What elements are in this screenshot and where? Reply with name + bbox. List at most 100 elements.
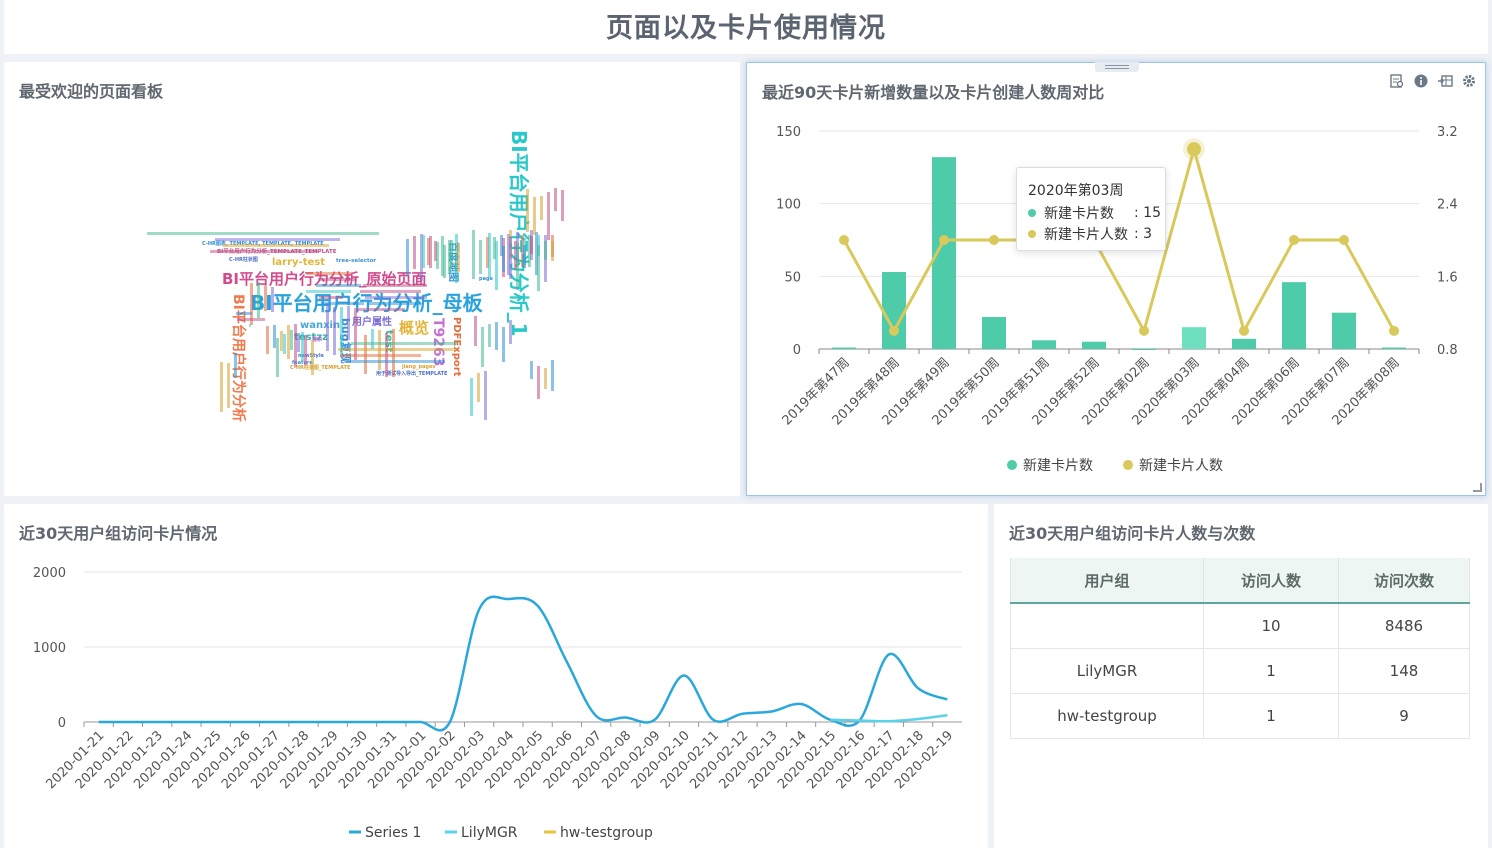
wordcloud-filler: [306, 290, 351, 293]
y-tick-label-left: 50: [784, 270, 801, 285]
tooltip-title: 2020年第03周: [1028, 183, 1124, 199]
wordcloud-filler: [234, 353, 237, 378]
wordcloud-filler: [526, 189, 529, 232]
cell-users: 10: [1203, 602, 1339, 649]
line-point: [889, 325, 899, 336]
wordcloud-filler: [516, 243, 519, 290]
wordcloud-filler: [443, 245, 446, 278]
cell-group: hw-testgroup: [1010, 693, 1204, 739]
settings-icon[interactable]: [1461, 73, 1477, 89]
tooltip-bar-value: : 15: [1134, 205, 1161, 221]
wordcloud-filler: [280, 331, 283, 351]
wordcloud-filler: [479, 240, 482, 274]
line-point: [839, 235, 849, 245]
wordcloud-filler: [249, 324, 251, 327]
group-table: 用户组 访问人数 访问次数 10 8486 LilyMGR 1 148 hw-t…: [1010, 558, 1470, 739]
wordcloud-filler: [540, 196, 543, 220]
group-visits-chart[interactable]: 0100020002020-01-212020-01-222020-01-232…: [4, 504, 988, 848]
cell-visits: 148: [1338, 648, 1470, 694]
legend-label: hw-testgroup: [560, 825, 653, 841]
column-header-visits[interactable]: 访问次数: [1338, 558, 1470, 604]
y-tick-label-left: 100: [776, 198, 801, 213]
y-tick-label-right: 3.2: [1437, 125, 1458, 140]
wordcloud-word: PDFExport: [451, 317, 462, 377]
legend-label: 新建卡片人数: [1139, 458, 1223, 474]
wordcloud-filler: [287, 325, 290, 359]
wordcloud-filler: [392, 329, 395, 377]
drag-handle[interactable]: [1095, 62, 1139, 72]
wordcloud-filler: [413, 236, 416, 269]
cell-users: 1: [1203, 693, 1339, 739]
wordcloud-filler: [360, 290, 421, 293]
table-header-row: 用户组 访问人数 访问次数: [1010, 558, 1470, 604]
wordcloud-word: BI平台用户行为分析_母板: [250, 291, 484, 315]
wordcloud-filler: [427, 238, 430, 265]
wordcloud-word: jiang_pages: [401, 364, 435, 370]
wordcloud-filler: [488, 233, 491, 277]
wordcloud-filler: [351, 342, 458, 345]
wordcloud-filler: [326, 303, 329, 351]
wordcloud-word: 概览: [399, 319, 429, 337]
bar: [1032, 340, 1056, 349]
wordcloud-filler: [333, 307, 336, 355]
series-line: [98, 595, 948, 732]
legend-marker: [1007, 460, 1017, 470]
wordcloud-filler: [363, 284, 427, 287]
line-point: [1139, 325, 1149, 336]
y-tick-label-right: 0.8: [1437, 343, 1458, 358]
wordcloud-filler: [220, 362, 223, 412]
wordcloud-filler: [365, 296, 427, 299]
tooltip-line-value: : 3: [1134, 226, 1153, 242]
wordcloud-filler: [528, 235, 531, 267]
wordcloud-filler: [406, 239, 409, 276]
table-row: LilyMGR 1 148: [1010, 648, 1470, 694]
bar: [1232, 338, 1256, 349]
wordcloud-filler: [283, 334, 286, 354]
weekly-chart-panel[interactable]: 最近90天卡片新增数量以及卡片创建人数周对比 0 50 100 150 0.8 1.6 2.…: [746, 62, 1486, 496]
wordcloud-filler: [472, 230, 475, 279]
wordcloud-filler: [523, 245, 526, 268]
tooltip-line-label: 新建卡片人数: [1044, 227, 1128, 243]
line-point: [989, 235, 999, 245]
wordcloud-filler: [276, 338, 279, 377]
line-point: [1389, 325, 1399, 336]
wordcloud-filler: [521, 235, 524, 267]
legend-label: LilyMGR: [461, 825, 518, 841]
wordcloud-filler: [250, 283, 253, 325]
bar: [882, 271, 906, 349]
wordcloud-filler: [264, 286, 267, 311]
series-line: [830, 714, 948, 723]
data-view-icon[interactable]: [1389, 73, 1405, 89]
wordcloud-word: 用于测试导入导出_TEMPLATE: [375, 370, 448, 377]
series-line: [842, 143, 1396, 335]
wordcloud-filler: [551, 241, 554, 261]
wordcloud-filler: [457, 243, 460, 272]
resize-handle[interactable]: [1473, 483, 1482, 492]
wordcloud-filler: [340, 307, 343, 357]
group-table-title: 近30天用户组访问卡片人数与次数: [1009, 524, 1256, 543]
column-header-group[interactable]: 用户组: [1010, 558, 1204, 604]
cell-group: LilyMGR: [1010, 648, 1204, 694]
wordcloud-filler: [297, 333, 300, 352]
wordcloud-filler: [436, 242, 439, 269]
wordcloud-filler: [481, 327, 484, 367]
weekly-chart[interactable]: 0501001500.81.62.43.22019年第47周2019年第48周2…: [747, 63, 1487, 497]
tooltip-row-line: 新建卡片人数 : 3: [1028, 224, 1152, 244]
wordcloud-word: feature: [292, 360, 313, 366]
wordcloud-filler: [306, 272, 351, 275]
export-icon[interactable]: [1437, 73, 1453, 89]
wordcloud-filler: [273, 325, 276, 348]
column-header-users[interactable]: 访问人数: [1203, 558, 1339, 604]
bar: [982, 317, 1006, 349]
line-point: [1239, 325, 1249, 336]
wordcloud-filler: [311, 340, 314, 375]
legend-marker: [1123, 460, 1133, 470]
wordcloud-filler: [509, 320, 512, 344]
y-tick-label: 0: [58, 716, 66, 731]
wordcloud-panel: 最受欢迎的页面看板 BI平台用户行为分析_母板 BI平台用户行为分析_原始页面 BI…: [4, 62, 740, 496]
wordcloud-filler: [488, 324, 491, 347]
info-icon[interactable]: [1413, 73, 1429, 89]
wordcloud-filler: [544, 241, 547, 260]
wordcloud-filler: [507, 234, 510, 275]
wordcloud-filler: [422, 235, 425, 268]
